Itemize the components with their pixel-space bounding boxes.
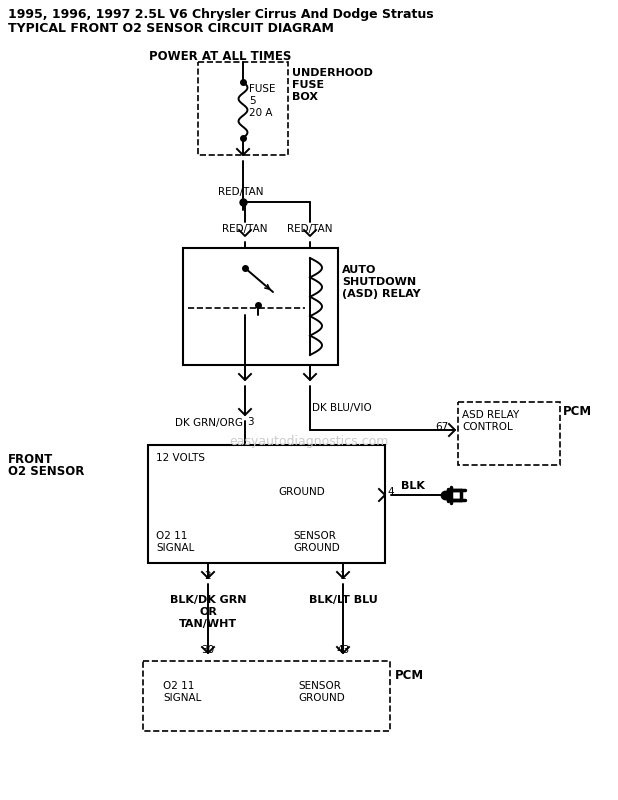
Text: DK BLU/VIO: DK BLU/VIO	[312, 403, 372, 413]
Text: GROUND: GROUND	[293, 543, 340, 553]
Text: 12 VOLTS: 12 VOLTS	[156, 453, 205, 463]
Text: O2 11: O2 11	[156, 531, 187, 541]
Text: SIGNAL: SIGNAL	[156, 543, 195, 553]
Text: SHUTDOWN: SHUTDOWN	[342, 277, 416, 287]
Bar	[198, 62, 288, 155]
Text: 30: 30	[201, 645, 214, 655]
Bar	[458, 402, 560, 465]
Text: O2 SENSOR: O2 SENSOR	[8, 465, 85, 478]
Text: FUSE: FUSE	[249, 84, 276, 94]
Text: BLK/DK GRN: BLK/DK GRN	[170, 595, 246, 605]
Text: SIGNAL: SIGNAL	[163, 693, 201, 703]
Text: 2: 2	[205, 571, 211, 581]
Text: RED/TAN: RED/TAN	[222, 224, 268, 234]
Bar	[183, 248, 338, 365]
Text: BOX: BOX	[292, 92, 318, 102]
Text: PCM: PCM	[395, 669, 424, 682]
Text: BLK/LT BLU: BLK/LT BLU	[308, 595, 378, 605]
Text: SENSOR: SENSOR	[293, 531, 336, 541]
Text: PCM: PCM	[563, 405, 592, 418]
Text: 4: 4	[387, 487, 394, 497]
Text: 67: 67	[434, 422, 448, 432]
Text: GROUND: GROUND	[278, 487, 324, 497]
Text: FRONT: FRONT	[8, 453, 53, 466]
Text: BLK: BLK	[401, 481, 425, 491]
Text: ASD RELAY: ASD RELAY	[462, 410, 519, 420]
Text: easyautodiagnostics.com: easyautodiagnostics.com	[229, 435, 389, 448]
Text: UNDERHOOD: UNDERHOOD	[292, 68, 373, 78]
Text: SENSOR: SENSOR	[298, 681, 341, 691]
Text: RED/TAN: RED/TAN	[287, 224, 332, 234]
Text: AUTO: AUTO	[342, 265, 376, 275]
Text: 1995, 1996, 1997 2.5L V6 Chrysler Cirrus And Dodge Stratus: 1995, 1996, 1997 2.5L V6 Chrysler Cirrus…	[8, 8, 434, 21]
Text: TYPICAL FRONT O2 SENSOR CIRCUIT DIAGRAM: TYPICAL FRONT O2 SENSOR CIRCUIT DIAGRAM	[8, 22, 334, 35]
Text: RED/TAN: RED/TAN	[218, 187, 264, 197]
Text: 43: 43	[336, 645, 350, 655]
Text: OR: OR	[199, 607, 217, 617]
Text: GROUND: GROUND	[298, 693, 345, 703]
Text: (ASD) RELAY: (ASD) RELAY	[342, 289, 421, 299]
Text: 5: 5	[249, 96, 256, 106]
Text: O2 11: O2 11	[163, 681, 195, 691]
Text: 3: 3	[247, 417, 253, 427]
Text: FUSE: FUSE	[292, 80, 324, 90]
Text: CONTROL: CONTROL	[462, 422, 513, 432]
Bar	[143, 661, 390, 731]
Text: 20 A: 20 A	[249, 108, 273, 118]
Text: POWER AT ALL TIMES: POWER AT ALL TIMES	[149, 50, 291, 63]
Text: 1: 1	[340, 571, 346, 581]
Text: DK GRN/ORG: DK GRN/ORG	[175, 418, 243, 428]
Text: TAN/WHT: TAN/WHT	[179, 619, 237, 629]
Bar	[148, 445, 385, 563]
